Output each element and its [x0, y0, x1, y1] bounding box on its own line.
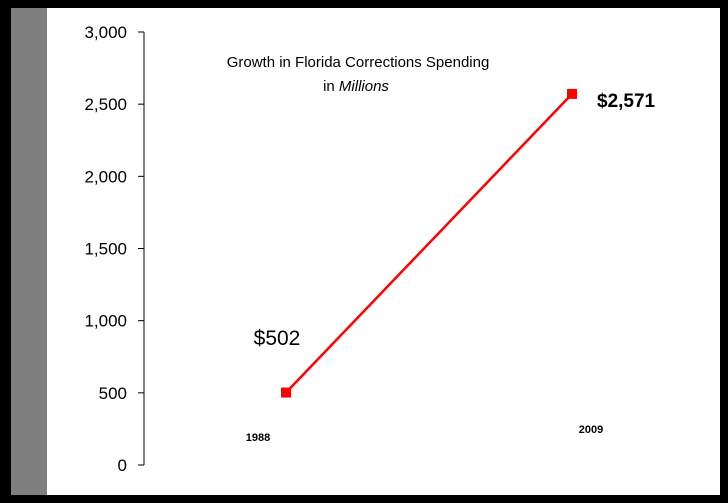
y-tick-label: 3,000 — [84, 23, 127, 42]
y-tick-label: 1,000 — [84, 312, 127, 331]
y-axis-ticks: 0 500 1,000 1,500 2,000 2,500 3,000 — [84, 23, 144, 475]
data-labels: $502 $2,571 — [254, 91, 656, 350]
category-label: 2009 — [579, 424, 603, 436]
series-group — [281, 88, 577, 398]
chart-subtitle-emphasis: Millions — [339, 78, 390, 95]
y-tick-label: 2,500 — [84, 95, 127, 114]
y-tick-label: 2,000 — [84, 167, 127, 186]
left-gray-strip — [11, 8, 47, 495]
y-tick-label: 500 — [99, 384, 127, 403]
y-tick-label: 1,500 — [84, 240, 127, 259]
chart-title: Growth in Florida Corrections Spending — [227, 54, 490, 71]
series-line — [285, 93, 573, 394]
chart-subtitle: in Millions — [323, 78, 389, 95]
category-label: 1988 — [246, 432, 270, 444]
data-point-marker — [567, 88, 577, 99]
y-tick-label: 0 — [118, 456, 127, 475]
data-point-marker — [281, 387, 291, 398]
chart-subtitle-prefix: in — [323, 78, 339, 95]
data-label: $2,571 — [597, 91, 656, 112]
data-label: $502 — [254, 327, 301, 350]
category-labels: 1988 2009 — [246, 424, 603, 444]
plot-panel — [47, 8, 720, 495]
